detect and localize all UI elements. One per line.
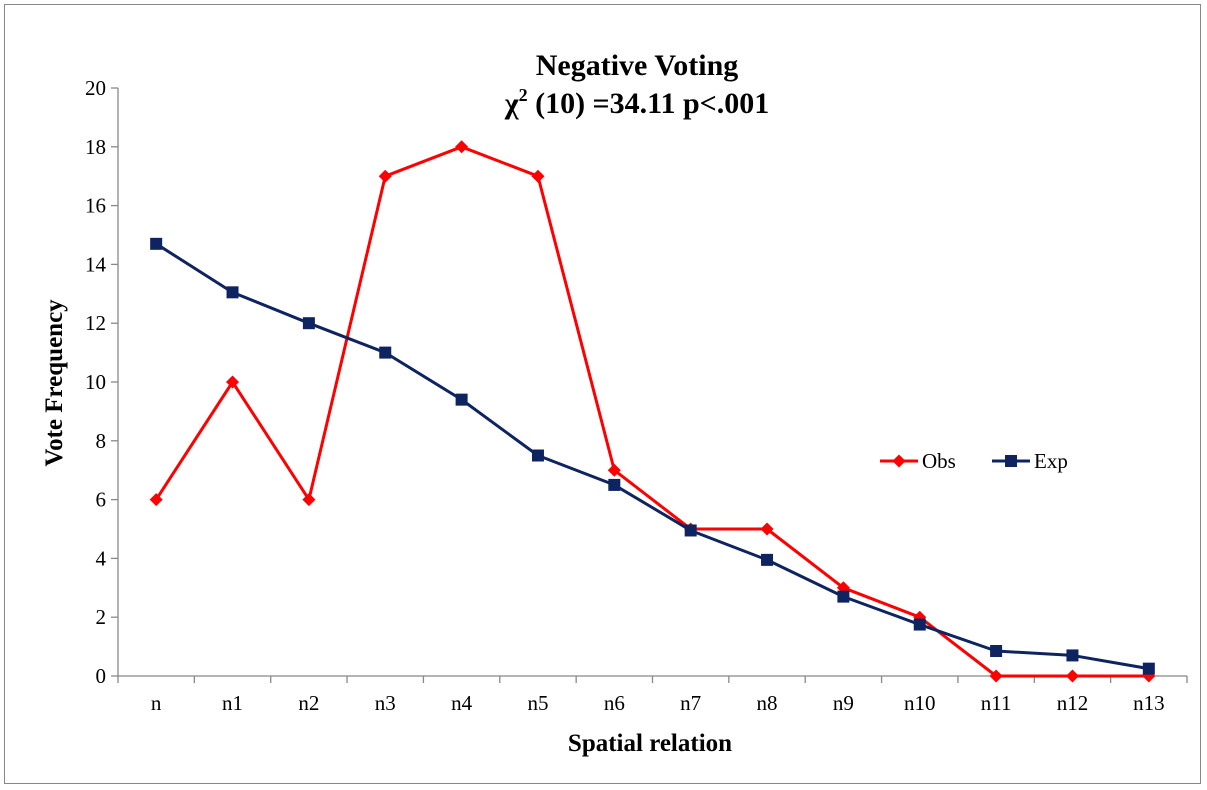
series-line-obs: [154, 145, 1149, 678]
x-tick-label: n1: [222, 691, 243, 715]
data-point-exp: [990, 645, 1003, 658]
x-tick-label: n7: [680, 691, 701, 715]
y-tick-label: 18: [85, 135, 106, 159]
legend-label: Exp: [1034, 449, 1068, 473]
data-point-exp: [913, 618, 926, 631]
y-tick-label: 0: [96, 664, 107, 688]
x-tick-label: n10: [904, 691, 936, 715]
legend-marker: [892, 454, 906, 468]
chi-superscript: 2: [519, 85, 528, 105]
data-point-obs: [760, 522, 774, 536]
y-tick-label: 16: [85, 194, 106, 218]
y-tick-label: 10: [85, 370, 106, 394]
y-tick-label: 14: [85, 252, 107, 276]
x-tick-label: n2: [298, 691, 319, 715]
legend-marker: [1005, 455, 1017, 467]
x-tick-label: n8: [757, 691, 778, 715]
series-obs: [149, 140, 1156, 683]
y-tick-label: 20: [85, 76, 106, 100]
x-tick-label: n11: [981, 691, 1012, 715]
series-line-exp: [155, 242, 1150, 671]
y-tick-label: 6: [96, 488, 107, 512]
data-point-obs: [989, 669, 1003, 683]
x-tick-label: n13: [1133, 691, 1165, 715]
x-tick-label: n6: [604, 691, 625, 715]
chi-symbol: χ: [504, 87, 520, 120]
data-point-exp: [761, 553, 774, 566]
chart-subtitle: χ2 (10) =34.11 p<.001: [504, 85, 770, 120]
y-tick-label: 12: [85, 311, 106, 335]
legend-item-exp: Exp: [992, 449, 1068, 473]
chart-title: Negative Voting: [536, 49, 739, 82]
x-tick-label: n5: [527, 691, 548, 715]
data-point-obs: [302, 493, 316, 507]
x-tick-label: n12: [1057, 691, 1089, 715]
data-point-exp: [684, 524, 697, 537]
y-tick-label: 2: [96, 605, 107, 629]
x-tick-label: n3: [375, 691, 396, 715]
data-point-exp: [531, 449, 544, 462]
data-point-exp: [837, 590, 850, 603]
x-tick-label: n: [151, 691, 162, 715]
data-point-exp: [1066, 649, 1079, 662]
data-point-obs: [531, 169, 545, 183]
data-point-obs: [226, 375, 240, 389]
data-point-exp: [302, 317, 315, 330]
data-point-exp: [150, 237, 163, 250]
y-tick-label: 4: [96, 546, 107, 570]
data-point-obs: [1065, 669, 1079, 683]
data-point-obs: [149, 493, 163, 507]
data-point-exp: [608, 478, 621, 491]
series-exp: [150, 237, 1155, 675]
data-point-exp: [1142, 662, 1155, 675]
legend-label: Obs: [922, 449, 956, 473]
data-point-exp: [226, 286, 239, 299]
x-tick-label: n4: [451, 691, 473, 715]
y-tick-label: 8: [96, 429, 107, 453]
legend-item-obs: Obs: [880, 449, 956, 473]
x-axis-label: Spatial relation: [568, 730, 732, 757]
data-point-obs: [607, 463, 621, 477]
data-point-obs: [455, 140, 469, 154]
data-point-obs: [378, 169, 392, 183]
data-point-exp: [455, 393, 468, 406]
y-axis-label: Vote Frequency: [41, 299, 68, 467]
data-point-exp: [379, 346, 392, 359]
chi-stat: (10) =34.11 p<.001: [528, 87, 770, 120]
x-tick-label: n9: [833, 691, 854, 715]
